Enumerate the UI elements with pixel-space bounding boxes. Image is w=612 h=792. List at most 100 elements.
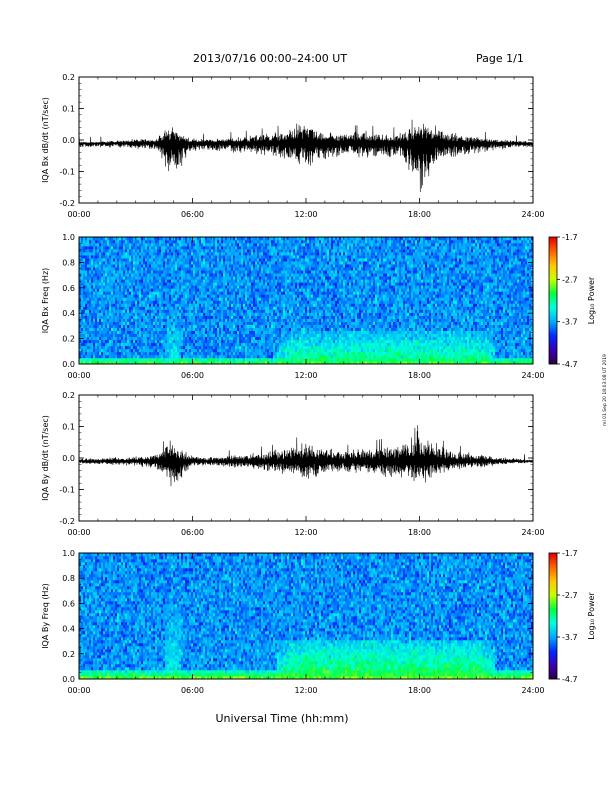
heatmap-cell xyxy=(367,312,370,316)
heatmap-cell xyxy=(213,336,216,341)
heatmap-cell xyxy=(459,333,462,338)
heatmap-cell xyxy=(195,312,198,316)
heatmap-cell xyxy=(327,339,330,344)
heatmap-cell xyxy=(523,315,526,319)
heatmap-cell xyxy=(287,321,290,325)
heatmap-cell xyxy=(395,312,398,316)
heatmap-cell xyxy=(247,303,250,307)
heatmap-cell xyxy=(261,351,264,356)
heatmap-cell xyxy=(157,339,160,344)
heatmap-cell xyxy=(163,297,166,301)
heatmap-cell xyxy=(453,348,456,353)
heatmap-cell xyxy=(421,318,424,322)
heatmap-cell xyxy=(275,348,278,353)
heatmap-cell xyxy=(199,348,202,353)
heatmap-cell xyxy=(399,360,402,365)
heatmap-cell xyxy=(95,342,98,347)
heatmap-cell xyxy=(237,312,240,316)
heatmap-cell xyxy=(155,342,158,347)
heatmap-cell xyxy=(143,348,146,353)
heatmap-cell xyxy=(481,360,484,365)
heatmap-cell xyxy=(299,348,302,353)
heatmap-cell xyxy=(427,348,430,353)
heatmap-cell xyxy=(525,357,528,362)
heatmap-cell xyxy=(283,309,286,313)
heatmap-cell xyxy=(289,357,292,362)
heatmap-cell xyxy=(103,360,106,365)
heatmap-cell xyxy=(95,306,98,310)
heatmap-cell xyxy=(117,336,120,341)
heatmap-cell xyxy=(93,300,96,304)
heatmap-cell xyxy=(171,351,174,356)
heatmap-cell xyxy=(355,309,358,313)
heatmap-cell xyxy=(121,324,124,328)
heatmap-cell xyxy=(407,324,410,328)
heatmap-cell xyxy=(357,336,360,341)
heatmap-cell xyxy=(97,339,100,344)
heatmap-cell xyxy=(519,327,522,331)
heatmap-cell xyxy=(149,345,152,350)
heatmap-cell xyxy=(443,303,446,307)
heatmap-cell xyxy=(485,300,488,304)
heatmap-cell xyxy=(247,315,250,319)
heatmap-cell xyxy=(357,330,360,335)
heatmap-cell xyxy=(231,357,234,362)
heatmap-cell xyxy=(163,324,166,328)
heatmap-cell xyxy=(191,330,194,335)
heatmap-cell xyxy=(201,318,204,322)
heatmap-cell xyxy=(199,345,202,350)
heatmap-cell xyxy=(153,327,156,331)
heatmap-cell xyxy=(407,336,410,341)
heatmap-cell xyxy=(137,303,140,307)
heatmap-cell xyxy=(273,315,276,319)
heatmap-cell xyxy=(381,306,384,310)
heatmap-cell xyxy=(159,348,162,353)
heatmap-cell xyxy=(175,339,178,344)
heatmap-cell xyxy=(191,315,194,319)
heatmap-cell xyxy=(153,339,156,344)
heatmap-cell xyxy=(111,327,114,331)
heatmap-cell xyxy=(443,336,446,341)
heatmap-cell xyxy=(253,336,256,341)
heatmap-cell xyxy=(179,339,182,344)
heatmap-cell xyxy=(201,309,204,313)
heatmap-cell xyxy=(523,318,526,322)
heatmap-cell xyxy=(503,303,506,307)
heatmap-cell xyxy=(169,321,172,325)
heatmap-cell xyxy=(87,342,90,347)
heatmap-cell xyxy=(139,303,142,307)
heatmap-cell xyxy=(361,327,364,331)
heatmap-cell xyxy=(153,330,156,335)
heatmap-cell xyxy=(343,318,346,322)
heatmap-cell xyxy=(501,324,504,328)
heatmap-cell xyxy=(521,342,524,347)
heatmap-cell xyxy=(203,297,206,301)
heatmap-cell xyxy=(475,321,478,325)
heatmap-cell xyxy=(163,309,166,313)
heatmap-cell xyxy=(499,315,502,319)
heatmap-cell xyxy=(433,342,436,347)
heatmap-cell xyxy=(201,333,204,338)
heatmap-cell xyxy=(279,324,282,328)
heatmap-cell xyxy=(313,330,316,335)
heatmap-cell xyxy=(247,330,250,335)
heatmap-cell xyxy=(177,321,180,325)
heatmap-cell xyxy=(123,345,126,350)
heatmap-cell xyxy=(327,330,330,335)
heatmap-cell xyxy=(293,330,296,335)
heatmap-cell xyxy=(523,336,526,341)
heatmap-cell xyxy=(479,312,482,316)
heatmap-cell xyxy=(231,330,234,335)
heatmap-cell xyxy=(235,348,238,353)
heatmap-cell xyxy=(175,318,178,322)
heatmap-cell xyxy=(271,360,274,365)
heatmap-cell xyxy=(275,297,278,301)
heatmap-cell xyxy=(397,324,400,328)
heatmap-cell xyxy=(389,348,392,353)
heatmap-cell xyxy=(325,300,328,304)
heatmap-cell xyxy=(241,357,244,362)
heatmap-cell xyxy=(209,309,212,313)
heatmap-cell xyxy=(215,339,218,344)
heatmap-cell xyxy=(505,351,508,356)
heatmap-cell xyxy=(189,318,192,322)
